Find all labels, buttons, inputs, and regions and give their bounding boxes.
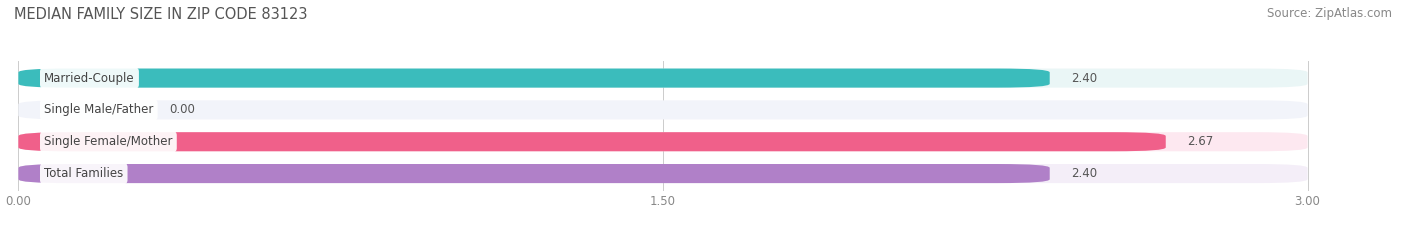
FancyBboxPatch shape: [18, 69, 1050, 88]
FancyBboxPatch shape: [18, 164, 1308, 183]
Text: 2.67: 2.67: [1187, 135, 1213, 148]
Text: 2.40: 2.40: [1071, 72, 1097, 85]
Text: Married-Couple: Married-Couple: [44, 72, 135, 85]
FancyBboxPatch shape: [18, 132, 1308, 151]
FancyBboxPatch shape: [18, 100, 1308, 120]
FancyBboxPatch shape: [18, 132, 1166, 151]
Text: Single Female/Mother: Single Female/Mother: [44, 135, 173, 148]
Text: Single Male/Father: Single Male/Father: [44, 103, 153, 116]
Text: Total Families: Total Families: [44, 167, 124, 180]
FancyBboxPatch shape: [18, 69, 1308, 88]
Text: Source: ZipAtlas.com: Source: ZipAtlas.com: [1267, 7, 1392, 20]
Text: 2.40: 2.40: [1071, 167, 1097, 180]
FancyBboxPatch shape: [18, 164, 1050, 183]
Text: MEDIAN FAMILY SIZE IN ZIP CODE 83123: MEDIAN FAMILY SIZE IN ZIP CODE 83123: [14, 7, 308, 22]
Text: 0.00: 0.00: [169, 103, 194, 116]
